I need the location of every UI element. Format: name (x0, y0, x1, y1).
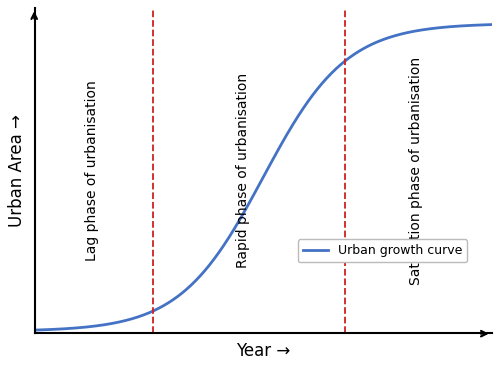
Urban growth curve (216, 250, 222, 254)
Legend: Urban growth curve: Urban growth curve (298, 239, 467, 262)
Text: Lag phase of urbanisation: Lag phase of urbanisation (85, 81, 99, 261)
Text: Rapid phase of urbanisation: Rapid phase of urbanisation (236, 73, 250, 268)
Urban growth curve (488, 22, 494, 27)
Urban growth curve (78, 325, 84, 330)
Text: Saturation phase of urbanisation: Saturation phase of urbanisation (410, 57, 424, 285)
Y-axis label: Urban Area →: Urban Area → (8, 114, 26, 227)
Urban growth curve (396, 32, 402, 37)
Urban growth curve (233, 224, 239, 228)
Line: Urban growth curve: Urban growth curve (34, 25, 491, 330)
Urban growth curve (346, 56, 352, 61)
Urban growth curve (388, 35, 394, 39)
Urban growth curve (32, 328, 38, 332)
X-axis label: Year →: Year → (236, 342, 290, 360)
